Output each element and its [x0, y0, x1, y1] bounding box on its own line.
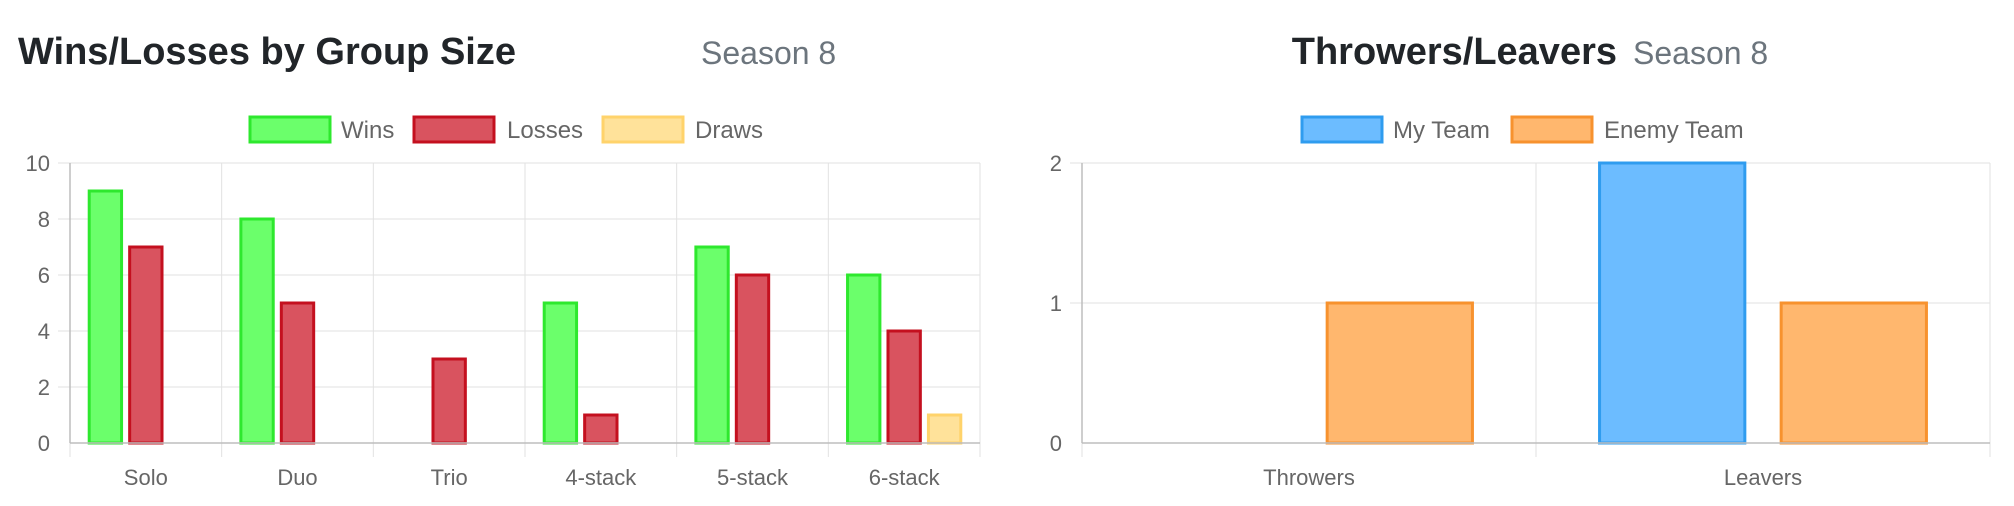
x-tick-label-solo: Solo: [124, 465, 168, 490]
bar-losses-6-stack[interactable]: [886, 329, 922, 445]
chart-subtitle: Season 8: [701, 35, 836, 71]
bar-losses-trio[interactable]: [431, 357, 467, 445]
y-tick-label: 10: [26, 151, 50, 176]
legend-label-my-team: My Team: [1393, 117, 1490, 144]
y-axis-ticks: 0 1 2: [1050, 151, 1062, 456]
x-tick-label-duo: Duo: [277, 465, 317, 490]
y-tick-label: 8: [38, 207, 50, 232]
chart-title: Throwers/Leavers: [1292, 31, 1617, 73]
y-tick-label: 1: [1050, 291, 1062, 316]
x-tick-label-throwers: Throwers: [1263, 465, 1355, 490]
x-axis-ticks: Solo Duo Trio 4-stack 5-stack 6-stack: [124, 465, 941, 490]
x-tick-label-trio: Trio: [431, 465, 468, 490]
y-tick-label: 4: [38, 319, 50, 344]
legend-label-enemy-team: Enemy Team: [1604, 117, 1744, 144]
legend: Wins Losses Draws: [248, 115, 763, 144]
bar-losses-solo[interactable]: [128, 245, 164, 445]
y-tick-label: 6: [38, 263, 50, 288]
y-axis-ticks: 0 2 4 6 8 10: [26, 151, 50, 456]
legend-label-wins: Wins: [341, 117, 394, 144]
bar-my-team-leavers[interactable]: [1598, 161, 1747, 445]
axes: [69, 163, 980, 444]
bars: [1325, 161, 1928, 445]
legend-swatch-draws: [601, 115, 685, 144]
x-tick-label-4-stack: 4-stack: [565, 465, 637, 490]
bar-wins-6-stack[interactable]: [846, 273, 882, 445]
bar-losses-5-stack[interactable]: [734, 273, 771, 445]
y-tick-label: 0: [38, 431, 50, 456]
legend-item-draws[interactable]: Draws: [601, 115, 763, 144]
legend-label-draws: Draws: [695, 117, 763, 144]
axes: [1081, 163, 1990, 444]
y-tick-label: 2: [38, 375, 50, 400]
bar-losses-duo[interactable]: [279, 301, 316, 445]
bar-wins-duo[interactable]: [239, 217, 275, 445]
x-tick-label-6-stack: 6-stack: [869, 465, 941, 490]
legend-swatch-losses: [412, 115, 496, 144]
legend-item-wins[interactable]: Wins: [248, 115, 394, 144]
x-tick-label-leavers: Leavers: [1724, 465, 1802, 490]
bar-enemy-team-leavers[interactable]: [1779, 301, 1928, 445]
bar-enemy-team-throwers[interactable]: [1325, 301, 1474, 445]
y-tick-label: 0: [1050, 431, 1062, 456]
legend-swatch-my-team: [1300, 115, 1384, 144]
gridlines: [58, 162, 981, 457]
legend: My Team Enemy Team: [1300, 115, 1744, 144]
chart-title: Wins/Losses by Group Size: [18, 31, 516, 73]
bar-draws-6-stack[interactable]: [926, 413, 963, 445]
legend-item-enemy-team[interactable]: Enemy Team: [1510, 115, 1744, 144]
y-tick-label: 2: [1050, 151, 1062, 176]
bar-losses-4-stack[interactable]: [583, 413, 619, 445]
legend-swatch-wins: [248, 115, 332, 144]
x-axis-ticks: Throwers Leavers: [1263, 465, 1802, 490]
bar-wins-solo[interactable]: [87, 189, 124, 445]
legend-item-my-team[interactable]: My Team: [1300, 115, 1490, 144]
legend-item-losses[interactable]: Losses: [412, 115, 583, 144]
chart-wins-losses: Wins/Losses by Group Size Season 8 Wins …: [18, 31, 981, 490]
x-tick-label-5-stack: 5-stack: [717, 465, 789, 490]
legend-label-losses: Losses: [507, 117, 583, 144]
bar-wins-5-stack[interactable]: [694, 245, 730, 445]
bar-wins-4-stack[interactable]: [542, 301, 579, 445]
legend-swatch-enemy-team: [1510, 115, 1594, 144]
chart-throwers-leavers: Throwers/Leavers Season 8 My Team Enemy …: [1050, 31, 1991, 490]
chart-subtitle: Season 8: [1633, 35, 1768, 71]
